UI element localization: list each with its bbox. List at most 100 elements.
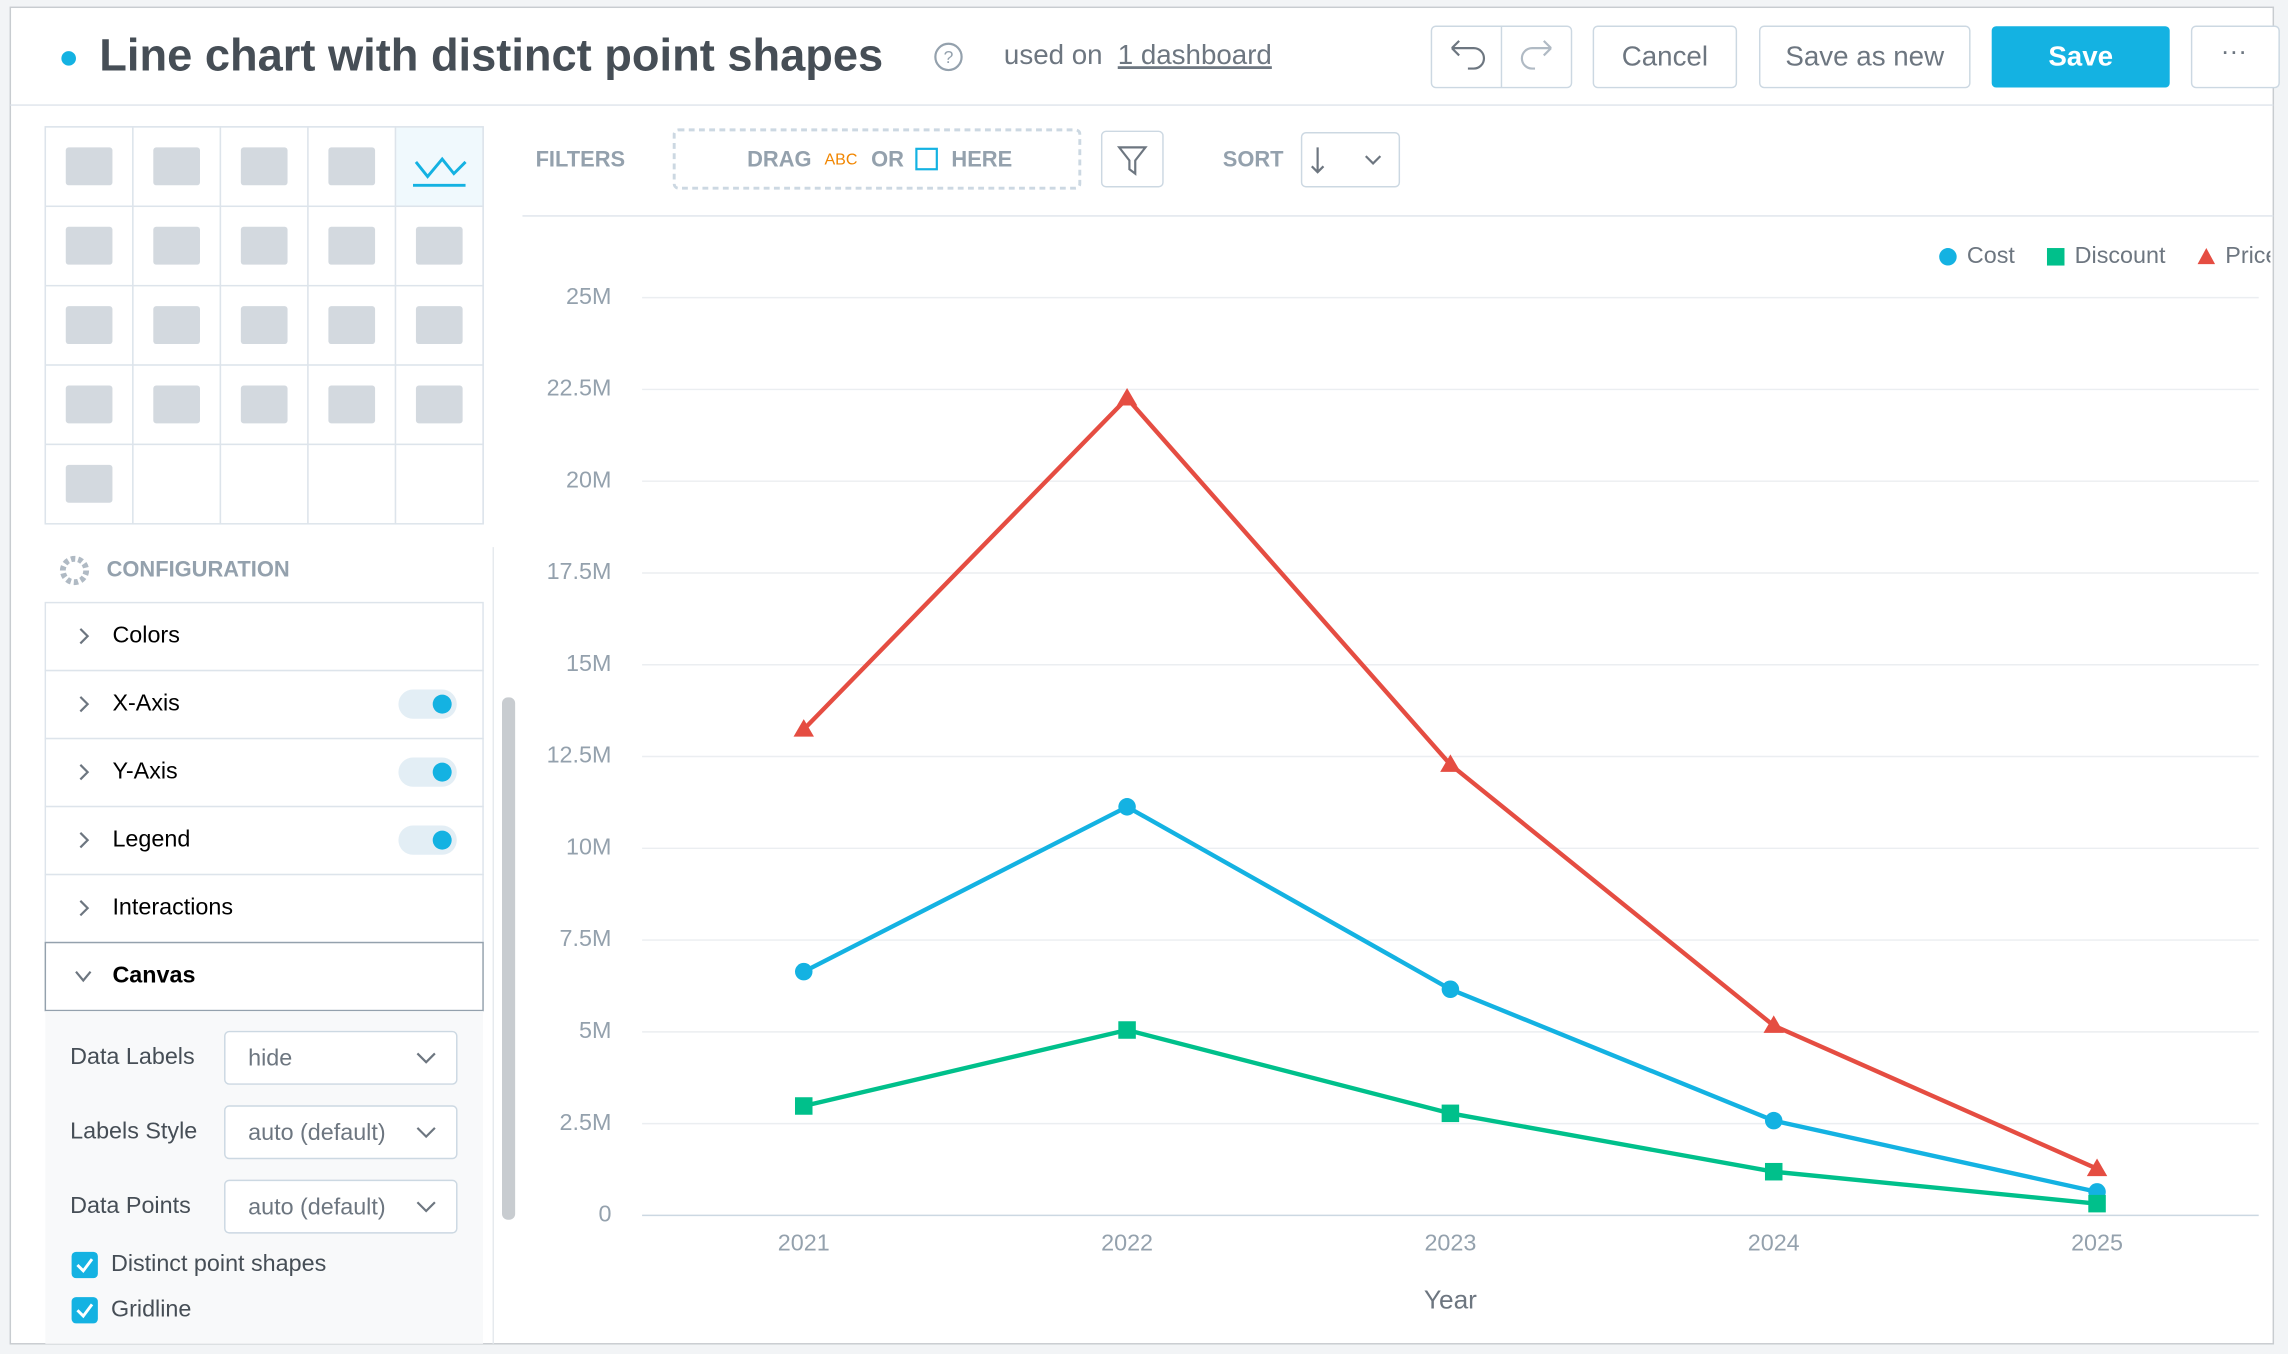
y-tick-label: 22.5M	[547, 375, 612, 401]
check-mark	[76, 1303, 94, 1319]
dropdown-arrow	[416, 1127, 436, 1139]
drag-label: DRAG	[747, 146, 811, 171]
point	[1441, 1104, 1460, 1123]
sort-label: SORT	[1223, 146, 1284, 171]
undo[interactable]	[1451, 40, 1485, 70]
chart-type-glyph	[65, 147, 113, 186]
chart-type-glyph	[240, 385, 288, 424]
chart-type-glyph	[65, 385, 113, 424]
title: Line chart with distinct point shapes	[99, 29, 883, 80]
point	[1118, 798, 1136, 816]
point	[793, 719, 814, 737]
chart-type-glyph	[240, 306, 288, 345]
chart-type-glyph	[240, 147, 288, 186]
point	[794, 962, 813, 981]
x-axis-title: Year	[1424, 1284, 1477, 1314]
legend-label[interactable]: Cost	[1967, 242, 2015, 268]
dashboard-link[interactable]: 1 dashboard	[1118, 39, 1272, 70]
y-tick-label: 15M	[566, 650, 611, 676]
x-tick-label: 2021	[778, 1230, 830, 1256]
toggle-knob	[432, 830, 452, 850]
y-tick-label: 17.5M	[547, 558, 612, 584]
legend-label[interactable]: Price	[2225, 242, 2278, 268]
dropdown-value: auto (default)	[248, 1119, 385, 1145]
chevron	[79, 832, 90, 849]
section-row[interactable]	[44, 805, 484, 876]
chart-type-glyph	[153, 306, 200, 345]
more-icon: ···	[2221, 35, 2247, 65]
chart-type-glyph	[65, 464, 113, 503]
y-tick-label: 10M	[566, 833, 611, 859]
filters-label: FILTERS	[536, 146, 626, 171]
point	[2088, 1194, 2106, 1213]
legend: Cost Discount Price	[1939, 242, 2278, 268]
chart-type-cell[interactable]	[132, 443, 222, 525]
chart-type-cell[interactable]	[219, 443, 309, 525]
checkbox-label: Distinct point shapes	[111, 1250, 326, 1276]
chart-type-glyph	[153, 226, 200, 265]
x-tick-label: 2023	[1424, 1230, 1476, 1256]
field-label: Labels Style	[70, 1117, 197, 1143]
chart-type-glyph	[153, 385, 200, 424]
or-label: OR	[871, 146, 904, 171]
chart-type-glyph	[415, 306, 463, 345]
more-button[interactable]	[2190, 25, 2280, 89]
section-row[interactable]	[44, 941, 484, 1012]
configuration-label: CONFIGURATION	[107, 556, 290, 581]
point	[1440, 754, 1461, 772]
dropdown-arrow	[416, 1052, 436, 1064]
chart-type-cell[interactable]	[394, 126, 484, 208]
filter-button[interactable]	[1100, 130, 1164, 188]
date-icon	[915, 147, 938, 171]
point	[2086, 1158, 2108, 1177]
y-tick-label: 7.5M	[560, 925, 612, 951]
chart-type-cell[interactable]	[394, 443, 484, 525]
point	[1116, 388, 1138, 406]
point	[1441, 980, 1460, 999]
dropdown-value: hide	[248, 1044, 292, 1070]
checkbox[interactable]	[71, 1251, 98, 1279]
dropdown[interactable]	[224, 1179, 458, 1234]
section-row[interactable]	[44, 601, 484, 672]
y-tick-label: 25M	[566, 283, 611, 309]
dropdown[interactable]	[224, 1105, 458, 1160]
section-row[interactable]	[44, 873, 484, 944]
chevron	[79, 696, 90, 713]
y-tick-label: 20M	[566, 466, 611, 492]
section-label: X-Axis	[112, 689, 179, 715]
legend-label[interactable]: Discount	[2075, 242, 2166, 268]
checkbox[interactable]	[71, 1297, 98, 1324]
toggle-knob	[432, 694, 452, 714]
y-tick-label: 12.5M	[547, 742, 612, 768]
section-label: Interactions	[112, 893, 233, 919]
save-label: Save	[2048, 41, 2113, 72]
save-as-new-label: Save as new	[1785, 41, 1945, 72]
save-as-new-button[interactable]	[1758, 25, 1971, 89]
cancel-button[interactable]	[1592, 25, 1738, 89]
chart-type-glyph	[328, 306, 376, 345]
filter-icon	[1116, 146, 1148, 176]
chart-type-glyph	[240, 226, 288, 265]
chart-type-cell[interactable]	[307, 443, 397, 525]
y-tick-label: 5M	[579, 1017, 611, 1043]
point	[1118, 1021, 1136, 1039]
status-dot	[61, 51, 76, 66]
chart-type-glyph	[415, 226, 463, 265]
help-icon[interactable]	[934, 42, 963, 72]
y-tick-label: 0	[598, 1201, 611, 1227]
save-button[interactable]	[1991, 26, 2170, 88]
x-tick-label: 2022	[1101, 1230, 1153, 1256]
chart-type-glyph	[415, 385, 463, 424]
field-label: Data Labels	[70, 1043, 195, 1069]
sort-button[interactable]	[1300, 132, 1401, 188]
scrollbar[interactable]	[502, 697, 516, 1220]
redo[interactable]	[1520, 40, 1552, 70]
dropdown[interactable]	[224, 1030, 458, 1085]
chart-type-glyph	[65, 306, 113, 345]
used-on: used on	[1004, 39, 1103, 70]
field-label: Data Points	[70, 1192, 191, 1218]
chevron	[79, 628, 90, 645]
drop-zone[interactable]	[672, 128, 1082, 190]
